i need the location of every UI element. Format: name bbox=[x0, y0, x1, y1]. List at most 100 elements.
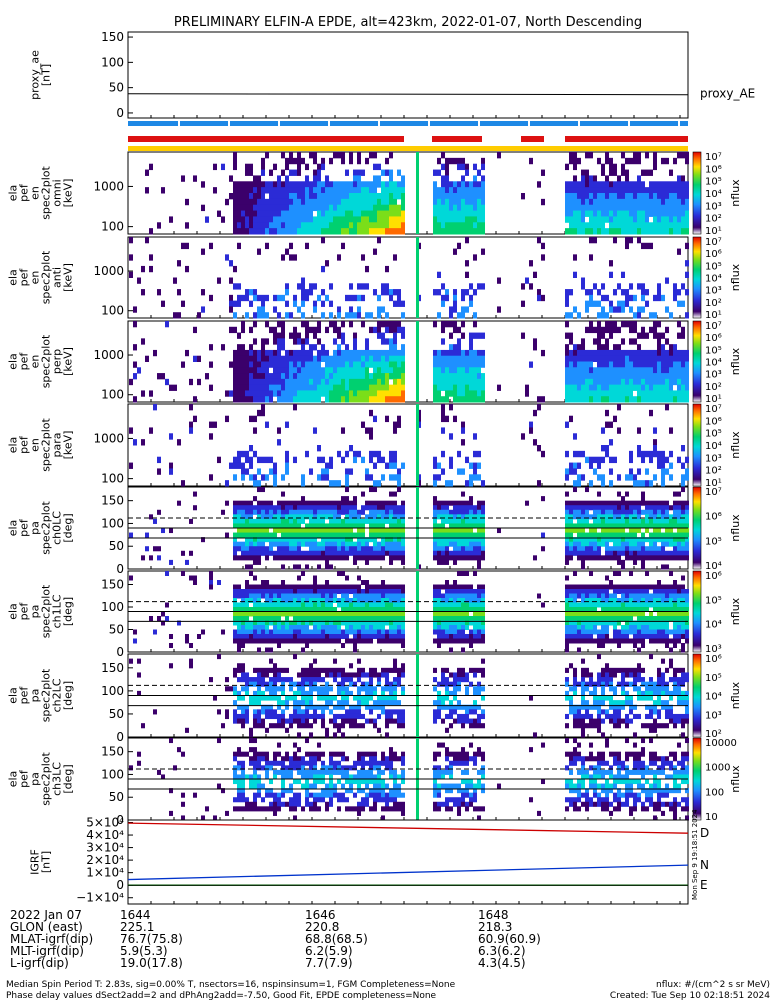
heatmap-cell bbox=[389, 175, 393, 182]
heatmap-cell bbox=[281, 187, 285, 194]
heatmap-cell bbox=[357, 450, 361, 458]
heatmap-cell bbox=[625, 187, 629, 194]
heatmap-cell bbox=[401, 638, 405, 644]
heatmap-cell bbox=[569, 598, 573, 603]
colorbar-tick: 10⁵ bbox=[705, 177, 722, 188]
heatmap-cell bbox=[357, 306, 361, 313]
heatmap-cell bbox=[585, 152, 589, 159]
heatmap-cell bbox=[341, 616, 345, 621]
heatmap-cell bbox=[609, 620, 613, 626]
heatmap-cell bbox=[401, 332, 405, 339]
heatmap-cell bbox=[453, 589, 457, 594]
heatmap-cell bbox=[589, 532, 593, 538]
heatmap-cell bbox=[617, 474, 621, 481]
heatmap-cell bbox=[209, 571, 213, 576]
heatmap-cell bbox=[321, 198, 325, 206]
heatmap-cell bbox=[605, 384, 609, 391]
heatmap-cell bbox=[593, 384, 597, 391]
heatmap-cell bbox=[433, 584, 437, 590]
heatmap-cell bbox=[237, 344, 241, 351]
heatmap-cell bbox=[601, 344, 605, 351]
heatmap-cell bbox=[321, 378, 325, 386]
heatmap-cell bbox=[633, 181, 637, 188]
heatmap-cell bbox=[681, 204, 685, 212]
heatmap-cell bbox=[329, 564, 333, 570]
heatmap-cell bbox=[597, 532, 601, 538]
heatmap-cell bbox=[445, 589, 449, 594]
heatmap-cell bbox=[605, 349, 609, 357]
heatmap-cell bbox=[301, 294, 305, 302]
heatmap-cell bbox=[181, 175, 185, 182]
heatmap-cell bbox=[569, 514, 573, 520]
heatmap-cell bbox=[281, 216, 285, 223]
heatmap-cell bbox=[645, 355, 649, 362]
heatmap-cell bbox=[309, 634, 313, 639]
heatmap-cell bbox=[257, 306, 261, 313]
heatmap-cell bbox=[317, 528, 321, 534]
heatmap-cell bbox=[669, 523, 673, 529]
heatmap-cell bbox=[317, 181, 321, 188]
heatmap-cell bbox=[577, 634, 581, 639]
heatmap-cell bbox=[301, 625, 305, 630]
heatmap-cell bbox=[441, 355, 445, 362]
heatmap-cell bbox=[685, 550, 689, 556]
heatmap-cell bbox=[261, 187, 265, 194]
heatmap-cell bbox=[601, 187, 605, 194]
heatmap-cell bbox=[393, 593, 397, 599]
heatmap-cell bbox=[469, 537, 473, 543]
heatmap-cell bbox=[441, 427, 445, 434]
heatmap-cell bbox=[233, 163, 237, 171]
heatmap-cell bbox=[685, 505, 689, 511]
heatmap-cell bbox=[281, 607, 285, 612]
heatmap-cell bbox=[345, 625, 349, 630]
heatmap-cell bbox=[469, 598, 473, 603]
heatmap-cell bbox=[649, 326, 653, 334]
heatmap-cell bbox=[457, 616, 461, 621]
heatmap-cell bbox=[253, 384, 257, 391]
heatmap-cell bbox=[273, 222, 277, 229]
heatmap-cell bbox=[301, 541, 305, 547]
heatmap-cell bbox=[365, 210, 369, 217]
heatmap-cell bbox=[169, 559, 173, 565]
heatmap-cell bbox=[681, 222, 685, 229]
heatmap-cell bbox=[565, 523, 569, 529]
heatmap-cell bbox=[633, 361, 637, 368]
heatmap-cell bbox=[389, 193, 393, 200]
heatmap-cell bbox=[353, 175, 357, 182]
heatmap-cell bbox=[385, 378, 389, 386]
heatmap-cell bbox=[313, 378, 317, 386]
heatmap-cell bbox=[629, 204, 633, 212]
heatmap-cell bbox=[629, 450, 633, 458]
heatmap-cell bbox=[445, 181, 449, 188]
heatmap-cell bbox=[577, 384, 581, 391]
heatmap-cell bbox=[345, 555, 349, 561]
heatmap-cell bbox=[441, 228, 445, 235]
heatmap-cell bbox=[473, 550, 477, 556]
heatmap-cell bbox=[633, 523, 637, 529]
heatmap-cell bbox=[265, 396, 269, 403]
heatmap-cell bbox=[337, 204, 341, 212]
heatmap-cell bbox=[329, 222, 333, 229]
heatmap-cell bbox=[665, 468, 669, 475]
heatmap-cell bbox=[329, 602, 333, 608]
heatmap-cell bbox=[345, 384, 349, 391]
heatmap-cell bbox=[465, 555, 469, 561]
heatmap-cell bbox=[165, 616, 169, 621]
heatmap-cell bbox=[345, 450, 349, 458]
heatmap-cell bbox=[637, 555, 641, 561]
heatmap-cell bbox=[441, 175, 445, 182]
heatmap-cell bbox=[297, 555, 301, 561]
heatmap-cell bbox=[677, 187, 681, 194]
heatmap-cell bbox=[281, 550, 285, 556]
heatmap-cell bbox=[605, 625, 609, 630]
heatmap-cell bbox=[333, 367, 337, 374]
heatmap-cell bbox=[297, 611, 301, 617]
heatmap-cell bbox=[145, 169, 149, 176]
heatmap-cell bbox=[281, 584, 285, 590]
heatmap-cell bbox=[389, 611, 393, 617]
heatmap-cell bbox=[353, 332, 357, 339]
heatmap-cell bbox=[361, 491, 365, 497]
heatmap-cell bbox=[309, 518, 313, 524]
heatmap-cell bbox=[281, 332, 285, 339]
heatmap-cell bbox=[265, 584, 269, 590]
